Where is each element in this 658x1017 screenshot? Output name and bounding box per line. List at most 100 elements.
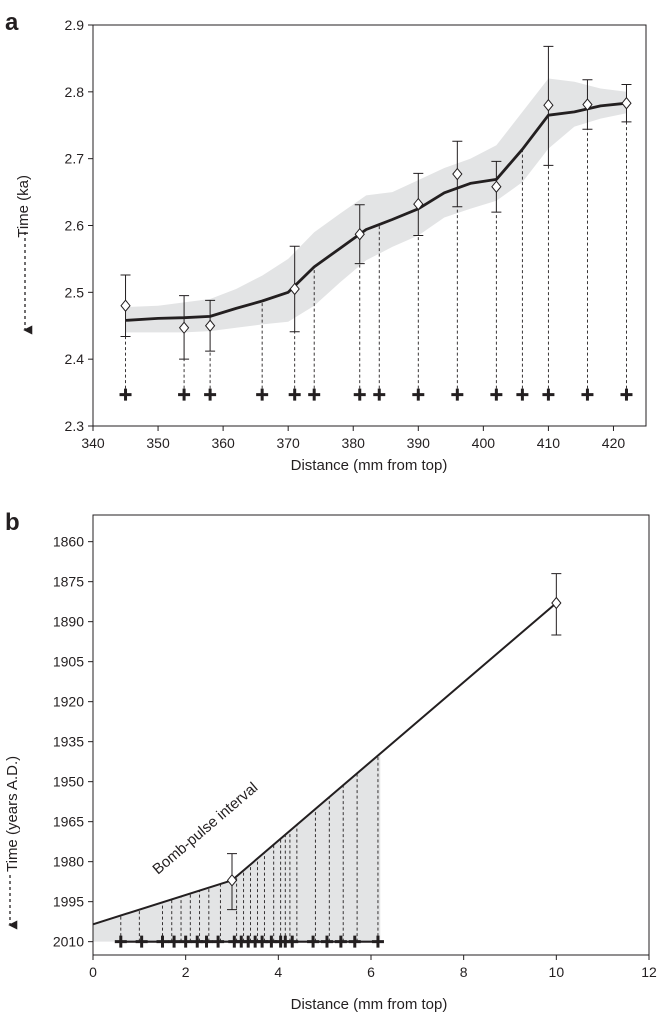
b-y-axis: 1860 1875 1890 1905 1920 1935 1950 1965 1980 1995…	[53, 534, 93, 950]
a-sample-mark-2	[204, 388, 217, 401]
a-sample-mark-13	[581, 388, 594, 401]
a-dashed-lines	[125, 121, 627, 389]
a-sample-mark-0	[119, 388, 132, 401]
a-y-tick-label-1: 2.4	[65, 351, 85, 367]
a-x-tick-label-7: 410	[537, 435, 561, 451]
b-sample-mark-3	[168, 935, 181, 948]
a-sample-mark-14	[620, 388, 633, 401]
a-x-axis: 340 350 360 370 380 390 400 410 420	[81, 426, 625, 451]
a-y-tick-label-4: 2.7	[65, 151, 85, 167]
b-x-tick-label-2: 4	[274, 964, 282, 980]
a-x-axis-title: Distance (mm from top)	[291, 457, 448, 474]
b-dated-points	[226, 596, 562, 887]
b-y-tick-label-6: 1950	[53, 774, 84, 790]
a-point-0	[120, 299, 131, 312]
b-sample-mark-21	[371, 935, 384, 948]
a-x-tick-label-8: 420	[602, 435, 626, 451]
a-confidence-band	[125, 78, 627, 333]
b-sample-mark-4	[179, 935, 192, 948]
a-y-tick-label-6: 2.9	[65, 17, 85, 33]
a-point-5	[413, 197, 424, 211]
a-x-tick-label-5: 390	[407, 435, 431, 451]
a-point-8	[543, 98, 554, 112]
a-sample-mark-3	[256, 388, 269, 401]
a-x-tick-label-3: 370	[276, 435, 300, 451]
b-y-tick-label-1: 1875	[53, 574, 84, 590]
b-sample-mark-2	[156, 935, 169, 948]
a-age-model-polyline	[125, 101, 627, 322]
b-y-tick-label-0: 1860	[53, 534, 84, 550]
a-sample-mark-12	[542, 388, 555, 401]
panel-b: b 0 2 4 6 8 10 12 1860 1875 1890 1905 1920 1935 1950…	[4, 509, 657, 1013]
a-sample-marks	[119, 388, 633, 401]
a-point-1	[178, 321, 190, 335]
b-x-tick-label-4: 8	[460, 964, 468, 980]
b-y-axis-title: Time (years A.D.)	[4, 756, 21, 872]
a-point-3	[289, 282, 300, 296]
b-bomb-pulse-region	[93, 753, 381, 942]
a-x-tick-label-6: 400	[472, 435, 496, 451]
a-y-tick-label-5: 2.8	[65, 84, 85, 100]
b-y-tick-label-9: 1995	[53, 894, 84, 910]
b-sample-mark-6	[200, 935, 213, 948]
b-sample-mark-17	[307, 935, 320, 948]
a-x-tick-label-1: 350	[146, 435, 170, 451]
b-sample-mark-18	[320, 935, 333, 948]
a-point-10	[621, 96, 632, 110]
b-x-tick-label-5: 10	[549, 964, 565, 980]
a-y-axis-title: Time (ka)	[15, 175, 32, 238]
a-y-tick-label-2: 2.5	[65, 284, 85, 300]
a-sample-mark-8	[412, 388, 425, 401]
b-sample-mark-7	[212, 935, 225, 948]
b-x-axis: 0 2 4 6 8 10 12	[89, 955, 657, 980]
b-y-tick-label-5: 1935	[53, 734, 84, 750]
b-sample-mark-19	[334, 935, 347, 948]
bomb-pulse-annotation: Bomb-pulse interval	[149, 779, 261, 878]
a-sample-mark-10	[490, 388, 503, 401]
b-error-bars	[227, 573, 562, 911]
a-x-tick-label-4: 380	[342, 435, 366, 451]
b-sample-mark-1	[135, 935, 148, 948]
a-x-tick-label-0: 340	[81, 435, 105, 451]
b-sample-mark-20	[348, 935, 361, 948]
a-sample-mark-11	[516, 388, 529, 401]
a-age-model-line	[125, 101, 627, 322]
b-y-tick-label-4: 1920	[53, 694, 84, 710]
b-point-1	[551, 596, 562, 610]
b-y-tick-label-2: 1890	[53, 614, 84, 630]
a-sample-mark-4	[288, 388, 301, 401]
a-point-9	[582, 98, 593, 111]
b-sample-mark-0	[114, 935, 127, 948]
b-x-axis-title: Distance (mm from top)	[291, 996, 448, 1013]
a-y-axis: 2.3 2.4 2.5 2.6 2.7 2.8 2.9	[65, 17, 93, 434]
b-y-tick-label-10: 2010	[53, 934, 84, 950]
a-sample-mark-7	[373, 388, 386, 401]
a-sample-mark-1	[178, 388, 191, 401]
a-x-tick-label-2: 360	[211, 435, 235, 451]
b-x-tick-label-3: 6	[367, 964, 375, 980]
a-sample-mark-9	[451, 388, 464, 401]
a-dated-points	[120, 96, 632, 335]
b-dashed-lines	[120, 755, 379, 942]
b-point-0	[226, 874, 238, 887]
b-x-tick-label-1: 2	[182, 964, 190, 980]
a-point-7	[491, 180, 502, 194]
a-band-area	[125, 78, 627, 333]
panel-a: a 340 350 360 370 380 390 400 410 420 2.32.42.52…	[5, 9, 647, 474]
b-y-tick-label-3: 1905	[53, 654, 84, 670]
a-point-4	[354, 227, 365, 241]
a-y-tick-label-0: 2.3	[65, 418, 85, 434]
a-point-2	[204, 319, 216, 333]
b-region-area	[93, 753, 381, 942]
b-y-tick-label-8: 1980	[53, 854, 84, 870]
b-sample-mark-16	[286, 935, 299, 948]
a-sample-mark-6	[353, 388, 366, 401]
panel-a-label: a	[5, 9, 19, 36]
b-x-tick-label-6: 12	[641, 964, 657, 980]
a-y-tick-label-3: 2.6	[65, 218, 85, 234]
a-point-6	[452, 167, 463, 181]
panel-b-label: b	[5, 509, 20, 536]
b-y-tick-label-7: 1965	[53, 814, 84, 830]
b-x-tick-label-0: 0	[89, 964, 97, 980]
